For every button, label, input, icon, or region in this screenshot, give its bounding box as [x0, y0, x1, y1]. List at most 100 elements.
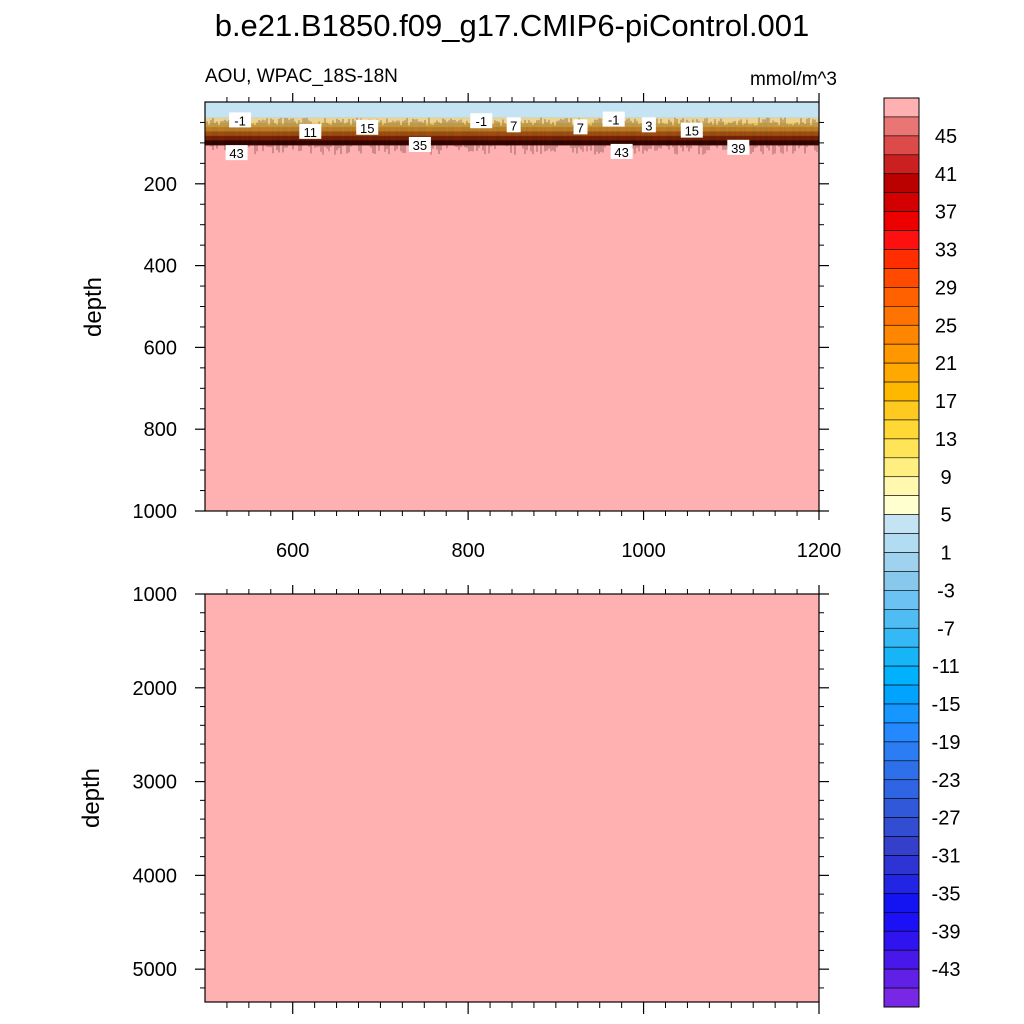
- colorbar-box: [883, 646, 920, 667]
- upper-contour-labels: -1 11 15 35 -1 7 7 -1 3 15 39 43 43: [225, 111, 750, 161]
- contour-label-box: [299, 123, 322, 139]
- colorbar-label: -19: [932, 732, 961, 754]
- colorbar-label: -35: [932, 883, 961, 905]
- colorbar-label: -7: [937, 618, 955, 640]
- y-tick-label: 600: [144, 337, 177, 359]
- colorbar-box: [883, 836, 920, 856]
- colorbar-box: [883, 874, 920, 894]
- colorbar-label: -3: [937, 580, 955, 602]
- colorbar-box: [883, 211, 920, 231]
- colorbar-box: [883, 722, 920, 743]
- y-tick-label: 5000: [133, 959, 178, 981]
- contour-label: 39: [727, 139, 750, 156]
- contour-label-box: [408, 136, 431, 152]
- contour-label-box: [470, 113, 493, 129]
- contour-label: 7: [506, 117, 521, 133]
- contour-label-text: 11: [304, 125, 318, 140]
- contour-label-text: -1: [476, 114, 488, 129]
- colorbar-box: [883, 987, 920, 1008]
- colorbar-box: [883, 287, 920, 307]
- contour-label: 3: [641, 117, 656, 133]
- contour-label-text: 35: [413, 138, 427, 153]
- y-tick-label: 200: [144, 174, 177, 196]
- x-tick-label: 600: [276, 540, 309, 562]
- thermocline-layer: [205, 135, 819, 141]
- contour-label-text: 15: [685, 124, 699, 139]
- lower-axes: 1000 2000 3000 4000 5000: [133, 584, 829, 1014]
- colorbar-label: 29: [935, 277, 957, 299]
- x-tick-label: 1200: [797, 540, 842, 562]
- colorbar-box: [883, 552, 920, 572]
- colorbar-box: [883, 912, 920, 932]
- colorbar-box: [883, 703, 920, 724]
- colorbar-label: -23: [932, 770, 961, 792]
- y-tick-label: 3000: [133, 772, 178, 794]
- colorbar-box: [883, 930, 920, 951]
- y-tick-label: 800: [144, 419, 177, 441]
- lower-plot-area: [205, 594, 819, 1002]
- contour-label-box: [727, 139, 750, 155]
- colorbar-label: 25: [935, 315, 957, 337]
- colorbar-label: 45: [935, 126, 957, 148]
- colorbar-box: [883, 306, 920, 326]
- contour-label: -1: [470, 113, 493, 129]
- y-tick-label: 1000: [133, 584, 178, 606]
- contour-label: 43: [225, 145, 248, 161]
- y-tick-label: 1000: [133, 501, 178, 523]
- upper-plot-area: [205, 102, 819, 511]
- colorbar-box: [883, 779, 920, 799]
- colorbar-box: [883, 627, 920, 648]
- colorbar-box: [883, 741, 920, 762]
- colorbar-box: [883, 116, 920, 137]
- contour-label: 43: [610, 143, 633, 160]
- upper-y-axis-label: depth: [80, 277, 107, 337]
- contour-label-box: [602, 111, 625, 127]
- colorbar-box: [883, 968, 920, 989]
- colorbar-box: [883, 893, 920, 913]
- colorbar-box: [883, 400, 920, 421]
- colorbar-box: [883, 192, 920, 212]
- colorbar-box: [883, 533, 920, 553]
- colorbar-box: [883, 135, 920, 156]
- contour-label-box: [506, 117, 521, 133]
- colorbar-label: -39: [932, 921, 961, 943]
- lower-y-axis-label: depth: [78, 768, 105, 828]
- contour-label: 15: [356, 119, 379, 136]
- contour-label: 15: [680, 122, 703, 139]
- colorbar-label: -43: [932, 959, 961, 981]
- lower-panel: 1000 2000 3000 4000 5000 depth: [78, 584, 829, 1014]
- contour-label: 35: [408, 136, 431, 153]
- thermocline-layer: [205, 140, 819, 146]
- colorbar-box: [883, 419, 920, 440]
- x-tick-label: 1000: [621, 540, 666, 562]
- colorbar-label: 1: [940, 543, 951, 565]
- contour-label: -1: [602, 111, 625, 128]
- colorbar-box: [883, 457, 920, 478]
- colorbar-box: [883, 154, 920, 175]
- colorbar-label: 17: [935, 391, 957, 413]
- colorbar-box: [883, 230, 920, 250]
- colorbar-box: [883, 684, 920, 705]
- colorbar-label: 13: [935, 429, 957, 451]
- colorbar-box: [883, 97, 920, 118]
- upper-surface-layer: [205, 102, 819, 119]
- x-tick-label: 800: [451, 540, 484, 562]
- contour-label-text: -1: [608, 113, 620, 128]
- colorbar-box: [883, 665, 920, 686]
- colorbar-label: -15: [932, 694, 961, 716]
- colorbar-box: [883, 949, 920, 970]
- contour-label-text: 7: [510, 118, 517, 133]
- contour-label-box: [680, 122, 703, 138]
- contour-label-box: [229, 112, 252, 128]
- colorbar-box: [883, 268, 920, 288]
- contour-label-text: -1: [234, 113, 246, 128]
- contour-label-box: [641, 117, 656, 133]
- colorbar-box: [883, 514, 920, 534]
- colorbar-label: 41: [935, 164, 957, 186]
- colorbar-label: 21: [935, 353, 957, 375]
- colorbar-frame: [883, 97, 920, 1008]
- upper-panel-title-left: AOU, WPAC_18S-18N: [205, 66, 398, 87]
- colorbar-box: [883, 495, 920, 515]
